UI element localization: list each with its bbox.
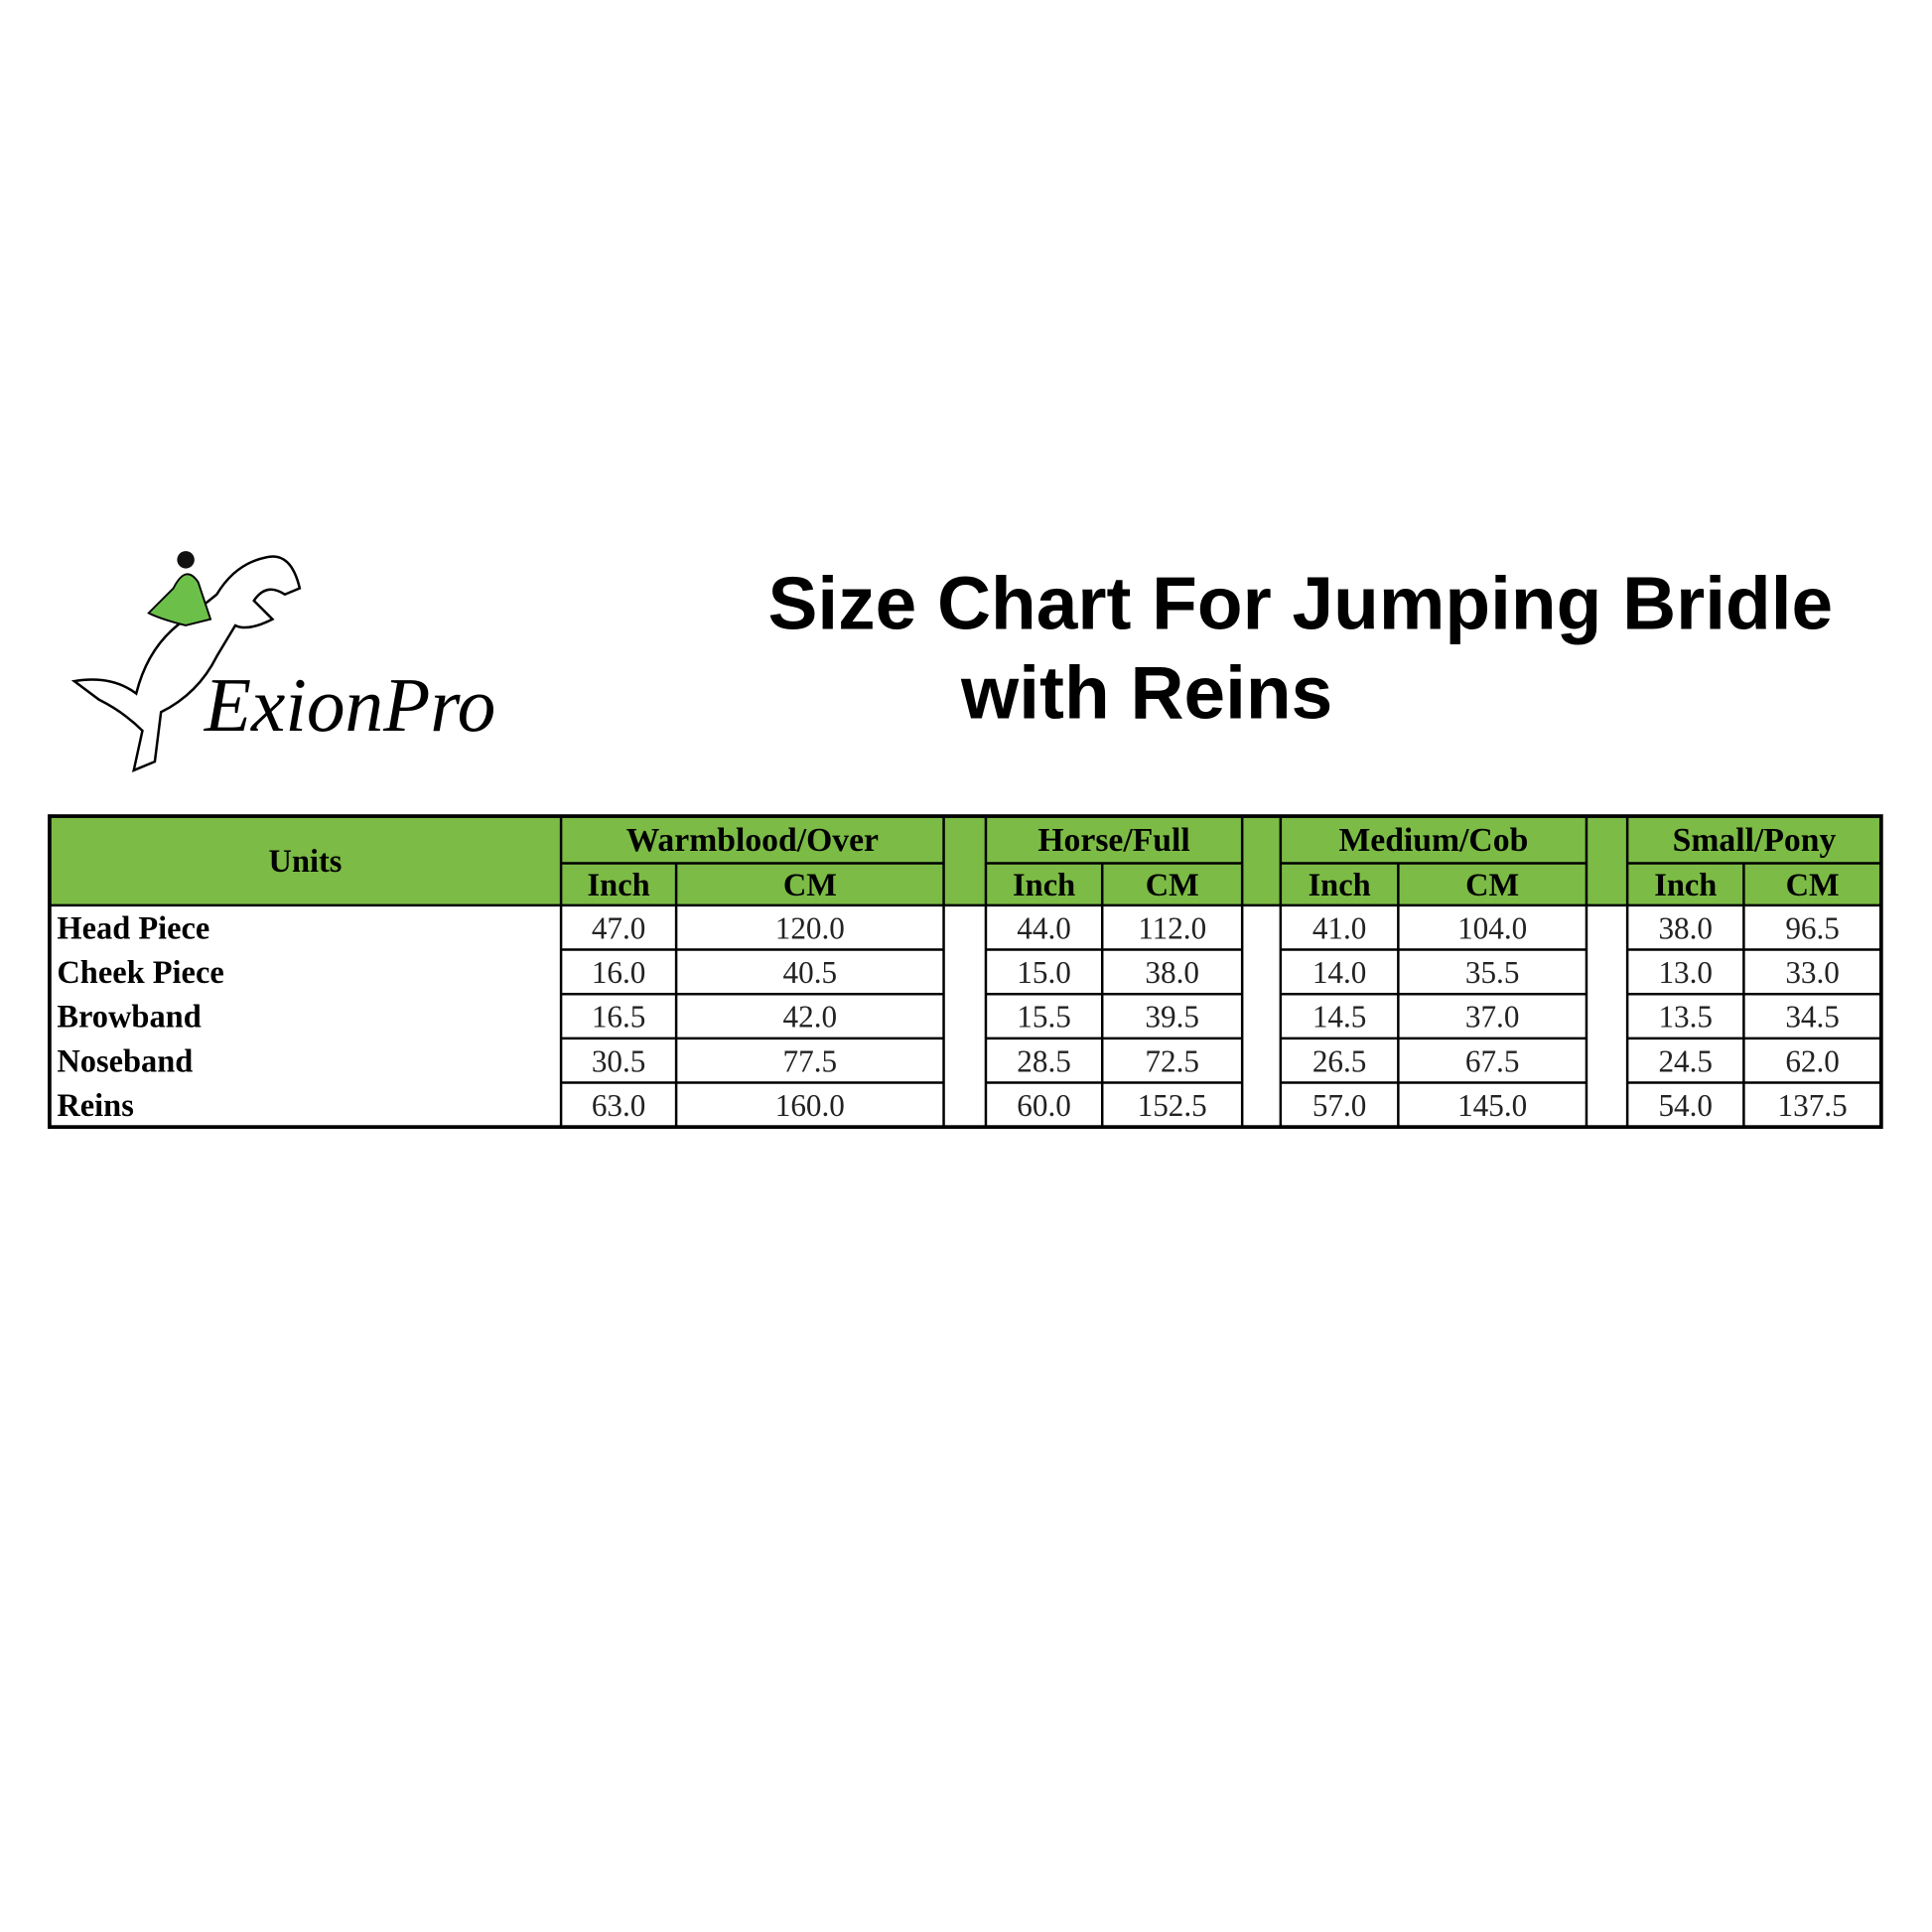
cell-value: 60.0 xyxy=(1017,1088,1071,1123)
group-header: Horse/Full xyxy=(1037,822,1189,859)
cell-value: 37.0 xyxy=(1465,1000,1520,1035)
cell-value: 28.5 xyxy=(1017,1043,1071,1078)
title-line-2: with Reins xyxy=(960,651,1332,735)
column-header: Inch xyxy=(1309,868,1371,903)
cell-value: 42.0 xyxy=(783,1000,838,1035)
cell-value: 33.0 xyxy=(1785,955,1840,990)
row-label: Head Piece xyxy=(57,910,209,946)
cell-value: 145.0 xyxy=(1457,1088,1527,1123)
horse-outline xyxy=(70,555,302,772)
column-header: Inch xyxy=(1013,868,1075,903)
group-header: Warmblood/Over xyxy=(626,822,879,859)
logo-text: ExionPro xyxy=(204,662,496,748)
rider-helmet xyxy=(177,551,195,569)
cell-value: 15.0 xyxy=(1017,955,1071,990)
cell-value: 72.5 xyxy=(1145,1043,1199,1078)
cell-value: 16.5 xyxy=(592,1000,646,1035)
cell-value: 137.5 xyxy=(1778,1088,1848,1123)
cell-value: 34.5 xyxy=(1785,1000,1840,1035)
row-label: Browband xyxy=(57,1000,201,1035)
row-label: Reins xyxy=(57,1088,133,1124)
cell-value: 96.5 xyxy=(1785,910,1840,945)
column-header: CM xyxy=(783,868,837,903)
cell-value: 30.5 xyxy=(592,1043,646,1078)
cell-value: 16.0 xyxy=(592,955,646,990)
group-header: Small/Pony xyxy=(1673,822,1837,859)
header-background xyxy=(49,816,1881,905)
units-header: Units xyxy=(269,844,343,880)
row-label: Cheek Piece xyxy=(57,955,223,991)
cell-value: 38.0 xyxy=(1658,910,1713,945)
title-line-1: Size Chart For Jumping Bridle xyxy=(767,562,1833,645)
cell-value: 152.5 xyxy=(1138,1088,1207,1123)
cell-value: 13.5 xyxy=(1658,1000,1713,1035)
cell-value: 160.0 xyxy=(775,1088,845,1123)
cell-value: 41.0 xyxy=(1312,910,1367,945)
table-outline xyxy=(48,814,1883,1130)
logo: ExionPro xyxy=(70,551,496,772)
cell-value: 14.5 xyxy=(1312,1000,1367,1035)
cell-value: 57.0 xyxy=(1312,1088,1367,1123)
cell-value: 35.5 xyxy=(1465,955,1520,990)
column-header: Inch xyxy=(1654,868,1717,903)
size-table: Units Warmblood/Over Inch CM Horse/Full Inch C… xyxy=(48,814,1883,1130)
body-background xyxy=(49,904,1881,1128)
cell-value: 63.0 xyxy=(592,1088,646,1123)
cell-value: 44.0 xyxy=(1017,910,1071,945)
cell-value: 40.5 xyxy=(783,955,838,990)
group-header: Medium/Cob xyxy=(1338,822,1528,859)
cell-value: 13.0 xyxy=(1658,955,1713,990)
column-header: Inch xyxy=(588,868,650,903)
column-header: CM xyxy=(1146,868,1199,903)
cell-value: 47.0 xyxy=(592,910,646,945)
cell-value: 15.5 xyxy=(1017,1000,1071,1035)
cell-value: 38.0 xyxy=(1145,955,1199,990)
column-header: CM xyxy=(1786,868,1840,903)
cell-value: 39.5 xyxy=(1145,1000,1199,1035)
cell-value: 77.5 xyxy=(783,1043,838,1078)
cell-value: 14.0 xyxy=(1312,955,1367,990)
cell-value: 120.0 xyxy=(775,910,845,945)
cell-value: 67.5 xyxy=(1465,1043,1520,1078)
cell-value: 24.5 xyxy=(1658,1043,1713,1078)
row-label: Noseband xyxy=(57,1043,193,1079)
cell-value: 54.0 xyxy=(1658,1088,1713,1123)
rider xyxy=(147,573,212,626)
cell-value: 26.5 xyxy=(1312,1043,1367,1078)
cell-value: 112.0 xyxy=(1138,910,1206,945)
cell-value: 104.0 xyxy=(1457,910,1527,945)
column-header: CM xyxy=(1465,868,1519,903)
cell-value: 62.0 xyxy=(1785,1043,1840,1078)
